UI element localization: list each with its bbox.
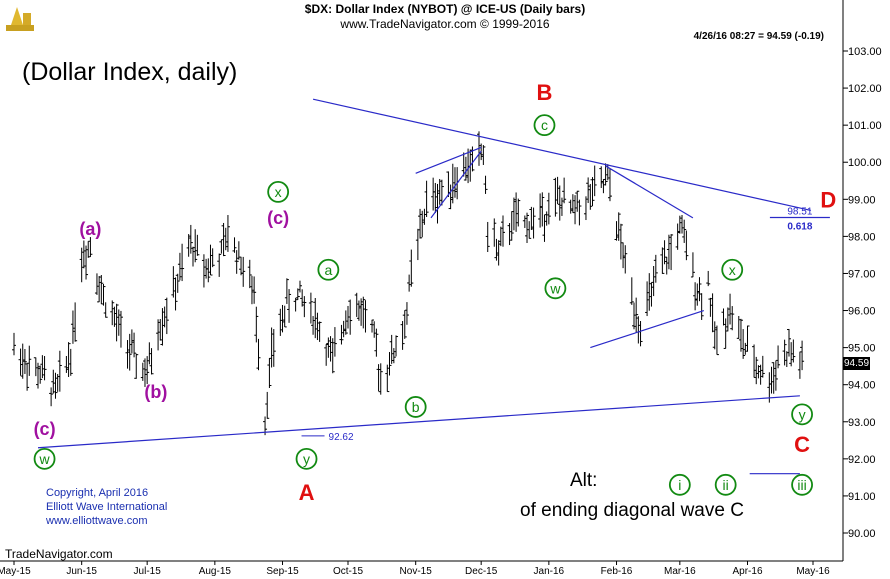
- wave-label-circled: y: [799, 406, 806, 422]
- trendlines: 98.51 0.618 92.62: [37, 98, 830, 475]
- wave-label-circled: x: [729, 262, 736, 278]
- x-tick-label: Jan-16: [534, 566, 565, 577]
- wave-circle: [404, 396, 427, 418]
- x-tick-label: Dec-15: [465, 566, 498, 577]
- wave-label-circled: c: [541, 117, 548, 133]
- y-tick-label: 102.00: [848, 83, 882, 95]
- trendline: [37, 395, 800, 449]
- wave-label-circled: ii: [723, 477, 729, 493]
- x-tick-label: Nov-15: [400, 566, 433, 577]
- chart-title: (Dollar Index, daily): [22, 58, 238, 86]
- y-tick-label: 101.00: [848, 120, 882, 132]
- trendline: [430, 150, 482, 219]
- x-tick-label: Sep-15: [266, 566, 299, 577]
- x-tick-label: Apr-16: [733, 566, 763, 577]
- wave-label-circled: w: [549, 280, 561, 296]
- x-tick-label: Mar-16: [664, 566, 696, 577]
- last-price-tag: 94.59: [843, 357, 870, 370]
- trendline: [415, 146, 482, 174]
- wave-label-major: C: [794, 432, 810, 457]
- wave-label-circled: iii: [797, 477, 806, 493]
- wave-circle: [668, 473, 691, 496]
- wave-circle: [295, 447, 318, 470]
- wave-circle: [533, 114, 556, 137]
- x-tick-label: Jun-15: [66, 566, 97, 577]
- wave-label-minor: (c): [267, 208, 289, 228]
- y-tick-label: 98.00: [848, 231, 876, 243]
- x-tick-label: May-15: [0, 566, 31, 577]
- alt-description: of ending diagonal wave C: [520, 500, 744, 521]
- alt-label: Alt:: [570, 470, 598, 491]
- copyright-line-1: Copyright, April 2016: [46, 487, 149, 499]
- vendor-label: TradeNavigator.com: [5, 547, 113, 561]
- y-tick-label: 96.00: [848, 306, 876, 318]
- x-tick-label: Oct-15: [333, 566, 363, 577]
- wave-circle: [714, 473, 737, 496]
- x-tick-label: May-16: [796, 566, 830, 577]
- trendline: [312, 98, 811, 212]
- low-level-price: 92.62: [329, 432, 354, 443]
- wave-label-minor: (c): [34, 419, 56, 439]
- x-tick-label: Aug-15: [199, 566, 232, 577]
- y-tick-label: 100.00: [848, 157, 882, 169]
- y-tick-label: 97.00: [848, 268, 876, 280]
- trade-navigator-logo: [3, 3, 37, 33]
- y-tick-label: 90.00: [848, 528, 876, 540]
- wave-circle: [267, 180, 290, 203]
- y-tick-label: 93.00: [848, 417, 876, 429]
- wave-label-circled: x: [275, 184, 282, 200]
- wave-circle: [791, 473, 813, 496]
- wave-circle: [33, 447, 56, 470]
- trendline: [590, 309, 705, 349]
- chart-header-subtitle: www.TradeNavigator.com © 1999-2016: [340, 17, 550, 31]
- wave-label-major: A: [299, 480, 315, 505]
- wave-label-circled: y: [303, 451, 310, 467]
- wave-circle: [721, 258, 744, 281]
- fib-level-price: 98.51: [787, 206, 812, 217]
- wave-circle: [544, 277, 567, 300]
- y-tick-label: 95.00: [848, 343, 876, 355]
- trendline: [605, 165, 694, 219]
- wave-label-major: D: [820, 187, 836, 212]
- y-tick-label: 92.00: [848, 454, 876, 466]
- wave-label-circled: w: [39, 451, 51, 467]
- y-tick-label: 91.00: [848, 491, 876, 503]
- y-tick-label: 94.00: [848, 380, 876, 392]
- fib-level-ratio: 0.618: [787, 221, 812, 232]
- wave-circle: [791, 403, 813, 426]
- y-axis-ticks: 103.00 102.00 101.00 100.00 99.00 98.00 97.00 9…: [843, 46, 882, 540]
- wave-label-minor: (a): [79, 219, 101, 239]
- x-tick-label: Jul-15: [134, 566, 162, 577]
- wave-label-circled: a: [324, 262, 332, 278]
- x-axis-ticks: May-15 Jun-15 Jul-15 Aug-15 Sep-15 Oct-15 Nov-…: [0, 561, 830, 577]
- x-tick-label: Feb-16: [601, 566, 633, 577]
- ohlc-bars: [12, 131, 805, 436]
- wave-label-circled: b: [412, 399, 420, 415]
- y-tick-label: 103.00: [848, 46, 882, 58]
- copyright-line-2: Elliott Wave International: [46, 501, 168, 513]
- y-tick-label: 99.00: [848, 194, 876, 206]
- wave-label-minor: (b): [144, 382, 167, 402]
- copyright-line-3: www.elliottwave.com: [46, 515, 148, 527]
- wave-label-circled: i: [678, 477, 681, 493]
- wave-circle: [317, 258, 340, 281]
- wave-label-major: B: [537, 80, 553, 105]
- chart-header-title: $DX: Dollar Index (NYBOT) @ ICE-US (Dail…: [304, 2, 586, 16]
- last-quote: 4/26/16 08:27 = 94.59 (-0.19): [693, 31, 824, 42]
